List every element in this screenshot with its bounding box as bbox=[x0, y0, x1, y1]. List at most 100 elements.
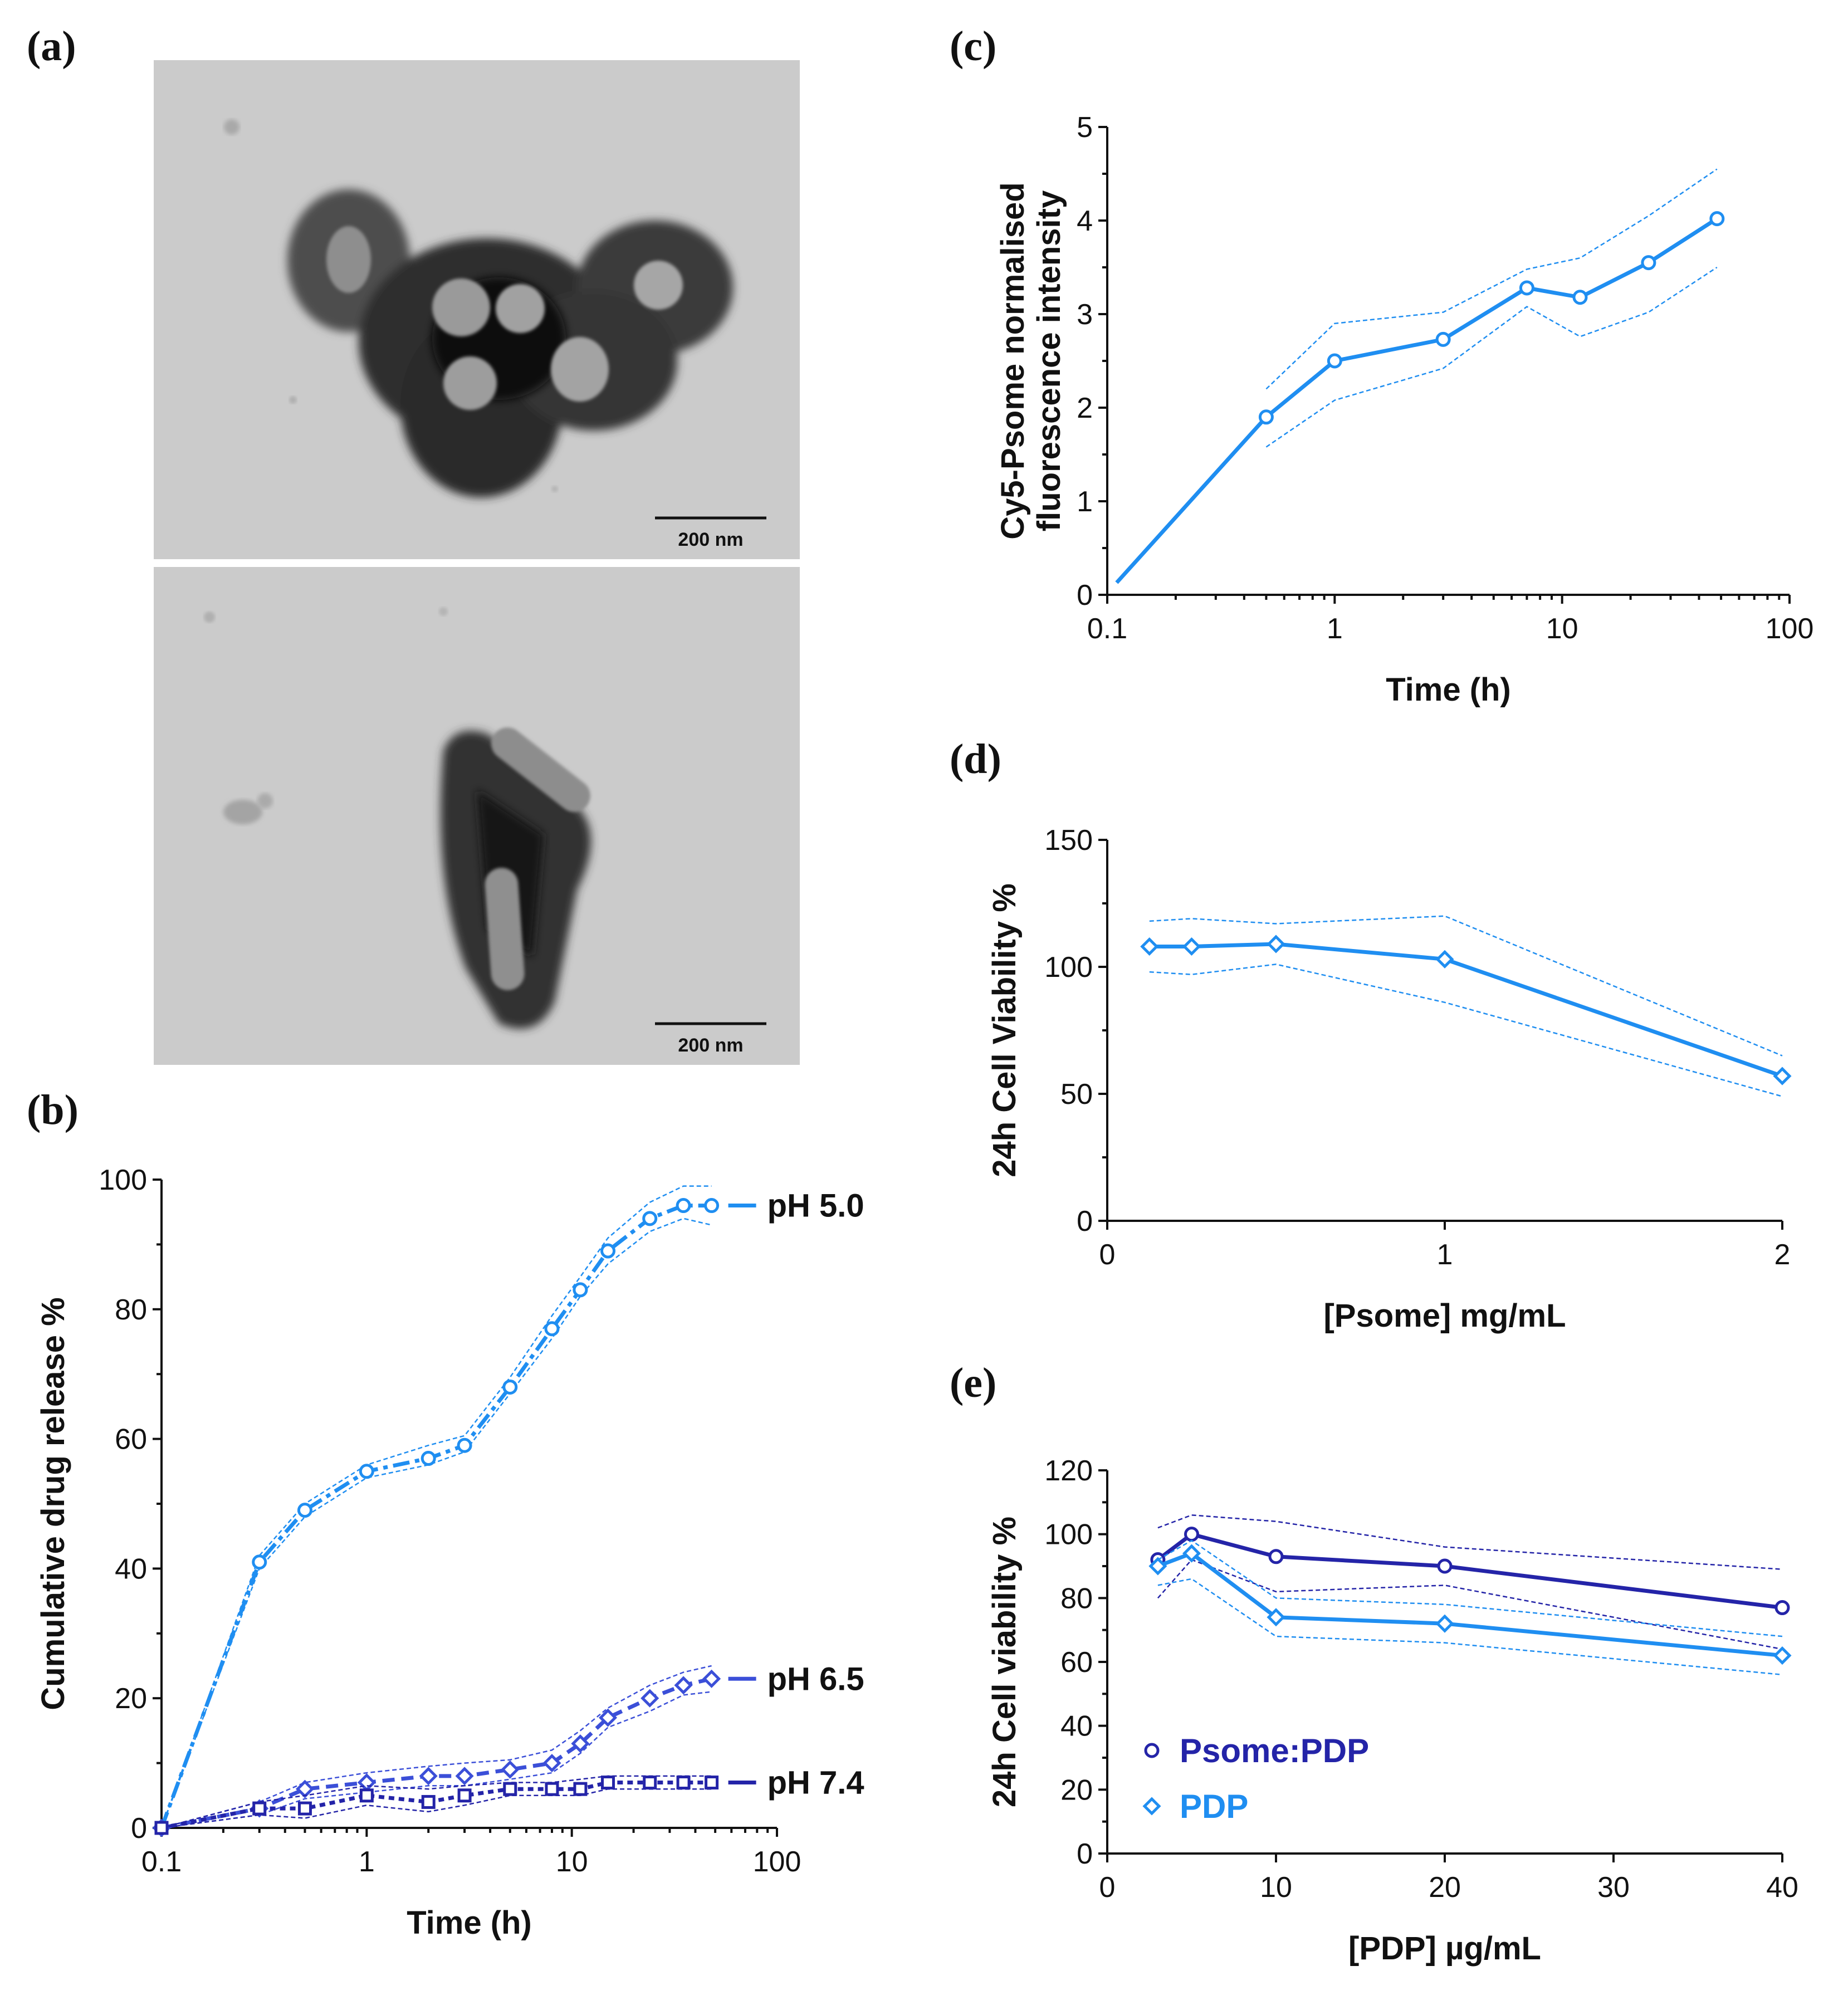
chart-b-series-1-point bbox=[419, 1767, 438, 1786]
chart-e-y-tick-label: 0 bbox=[1077, 1838, 1093, 1870]
chart-e-series-1-upper-bound bbox=[1157, 1539, 1783, 1637]
panel-label-b: (b) bbox=[27, 1087, 79, 1133]
chart-b-y-tick-label: 80 bbox=[115, 1294, 147, 1326]
chart-e-x-tick-label: 40 bbox=[1766, 1871, 1798, 1904]
chart-c-axes: 0.1 1 10 100 0 1 2 3 4 5 Time (h) Cy5-Psome normali… bbox=[995, 111, 1813, 708]
chart-d-x-tick-label: 2 bbox=[1774, 1239, 1791, 1271]
chart-b-series-1-point bbox=[702, 1669, 721, 1688]
chart-b-y-tick-label: 60 bbox=[115, 1424, 147, 1456]
chart-b-series-0-point bbox=[544, 1321, 560, 1337]
chart-e-legend-marker bbox=[1142, 1797, 1161, 1816]
chart-e-series-1-lower-bound bbox=[1157, 1578, 1783, 1676]
chart-c-series-0-line bbox=[1115, 217, 1718, 584]
chart-b-series-1-point bbox=[455, 1767, 474, 1786]
chart-b-x-title: Time (h) bbox=[407, 1905, 532, 1941]
panel-label-d: (d) bbox=[950, 736, 1001, 783]
chart-e-legend-label: Psome:PDP bbox=[1180, 1732, 1369, 1769]
chart-b-series-0-point bbox=[502, 1379, 518, 1395]
chart-b-x-tick-label: 1 bbox=[359, 1846, 375, 1878]
scalebar-label-top: 200 nm bbox=[678, 529, 743, 550]
chart-e-series-1-point bbox=[1267, 1608, 1285, 1627]
chart-b-y-title: Cumulative drug release % bbox=[35, 1297, 71, 1710]
chart-b-series-0-label: pH 5.0 bbox=[767, 1188, 864, 1224]
chart-c-x-title: Time (h) bbox=[1386, 672, 1511, 708]
chart-b-series-1-upper-bound bbox=[161, 1665, 712, 1829]
chart-c-series-0-point bbox=[1519, 280, 1534, 296]
chart-b-series-2-point bbox=[154, 1821, 169, 1835]
chart-b-series-0-point bbox=[421, 1451, 436, 1466]
chart-c-series-0-upper-bound bbox=[1265, 168, 1718, 390]
chart-d-x-tick-label: 0 bbox=[1099, 1239, 1116, 1271]
chart-b-series-2-point bbox=[297, 1801, 312, 1816]
scalebar-label-bottom: 200 nm bbox=[678, 1035, 743, 1056]
chart-b-series-2-point bbox=[252, 1801, 267, 1816]
chart-b-series-1-point bbox=[295, 1779, 314, 1798]
chart-e-series-0-point bbox=[1268, 1549, 1284, 1564]
chart-b-series-0-point bbox=[457, 1437, 472, 1453]
tem-micrograph-top: 200 nm bbox=[154, 60, 800, 559]
chart-c-x-tick-label: 1 bbox=[1327, 613, 1343, 645]
chart-d-series-0-upper-bound bbox=[1149, 915, 1783, 1057]
chart-b-series-2-lower-bound bbox=[161, 1788, 712, 1829]
chart-b-y-tick-label: 0 bbox=[131, 1812, 147, 1845]
chart-b-series-2-point bbox=[705, 1776, 719, 1790]
chart-e-series-0-point bbox=[1437, 1558, 1453, 1574]
chart-c-series-0 bbox=[1115, 168, 1725, 584]
chart-e-x-tick-label: 30 bbox=[1597, 1871, 1630, 1904]
chart-b-series-1-lower-bound bbox=[161, 1691, 712, 1829]
chart-e-x-tick-label: 20 bbox=[1429, 1871, 1461, 1904]
chart-b-x-tick-label: 0.1 bbox=[141, 1846, 182, 1878]
chart-c-series-0-point bbox=[1258, 409, 1274, 425]
chart-b-y-tick-label: 20 bbox=[115, 1683, 147, 1715]
chart-b-series-1-point bbox=[542, 1754, 561, 1773]
chart-b-series-2-point bbox=[457, 1788, 472, 1803]
chart-e-legend: Psome:PDP PDP bbox=[1142, 1732, 1369, 1825]
chart-c-y-title-line2: fluorescence intensity bbox=[1031, 190, 1067, 531]
chart-e-axes: 0 10 20 30 40 0 20 40 60 80 100 120 [PDP] µg/mL 24h C… bbox=[986, 1455, 1798, 1967]
chart-c-y-tick-label: 2 bbox=[1077, 392, 1093, 424]
chart-d-x-title: [Psome] mg/mL bbox=[1323, 1298, 1566, 1334]
chart-e-y-tick-label: 20 bbox=[1060, 1774, 1093, 1806]
chart-b-series-2-label: pH 7.4 bbox=[767, 1765, 864, 1801]
chart-d-series-0-point bbox=[1435, 950, 1454, 969]
chart-c-x-tick-label: 100 bbox=[1766, 613, 1814, 645]
chart-d-series-0-point bbox=[1182, 937, 1201, 956]
chart-b-series-2-point bbox=[421, 1794, 436, 1809]
chart-b-series-2-point bbox=[503, 1782, 517, 1796]
chart-e-x-title: [PDP] µg/mL bbox=[1348, 1930, 1541, 1967]
chart-e-y-tick-label: 60 bbox=[1060, 1646, 1093, 1679]
chart-c-y-tick-label: 1 bbox=[1077, 486, 1093, 518]
chart-b-series-1-point bbox=[357, 1773, 376, 1792]
chart-b-series-2-point bbox=[676, 1776, 691, 1790]
panel-label-e: (e) bbox=[950, 1360, 997, 1406]
chart-d-y-tick-label: 50 bbox=[1060, 1078, 1093, 1111]
chart-e-y-tick-label: 80 bbox=[1060, 1582, 1093, 1615]
chart-e-series-1-point bbox=[1773, 1646, 1792, 1665]
chart-e-x-tick-label: 0 bbox=[1099, 1871, 1116, 1904]
chart-e-series-0-lower-bound bbox=[1157, 1559, 1783, 1650]
chart-d-series-0-point bbox=[1267, 935, 1285, 953]
chart-b-series-2-point bbox=[359, 1788, 374, 1803]
chart-d-series-0-point bbox=[1773, 1067, 1792, 1085]
panel-label-c: (c) bbox=[950, 23, 997, 70]
chart-b-series-0-point bbox=[676, 1198, 691, 1214]
chart-b-series-0-lower-bound bbox=[160, 1217, 712, 1828]
chart-e-series-0 bbox=[1150, 1514, 1790, 1650]
chart-e-series-1-point bbox=[1148, 1557, 1167, 1576]
chart-e-series-1 bbox=[1148, 1539, 1792, 1676]
chart-e-series-0-point bbox=[1774, 1600, 1790, 1616]
chart-c-series-0-point bbox=[1641, 255, 1656, 271]
chart-b-y-tick-label: 40 bbox=[115, 1553, 147, 1585]
chart-d-y-tick-label: 100 bbox=[1044, 951, 1093, 984]
chart-e-series-1-point bbox=[1435, 1614, 1454, 1633]
chart-b-series-0-point bbox=[573, 1282, 588, 1298]
chart-b-series-1-point bbox=[598, 1708, 618, 1727]
chart-b-series-1-point bbox=[641, 1689, 659, 1708]
chart-b-x-tick-label: 100 bbox=[753, 1846, 801, 1878]
chart-e-legend-label: PDP bbox=[1180, 1788, 1248, 1825]
panel-label-a: (a) bbox=[27, 23, 76, 70]
tem-image-top: 200 nm bbox=[154, 60, 800, 559]
chart-b-series-1-point bbox=[674, 1676, 693, 1695]
chart-b-series-0-upper-bound bbox=[160, 1185, 712, 1828]
chart-b-series-2-point bbox=[573, 1782, 588, 1796]
